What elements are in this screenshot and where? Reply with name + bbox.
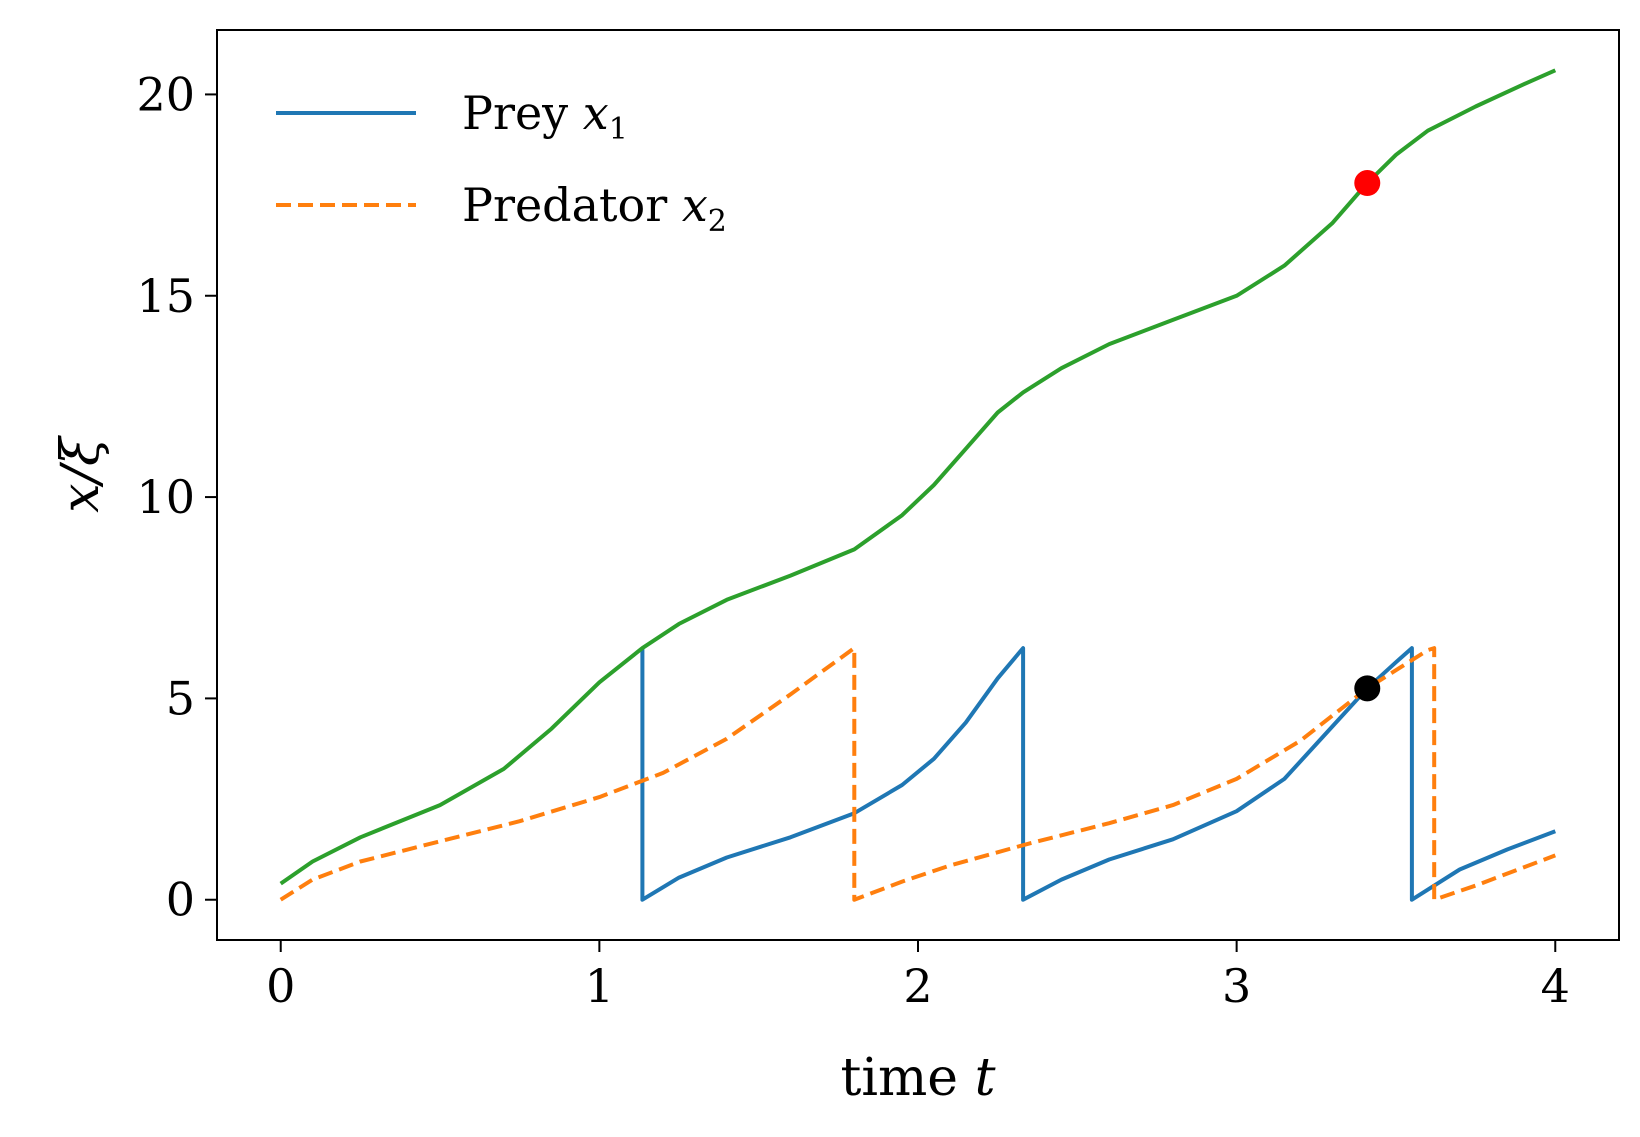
y-tick-label: 0 <box>166 873 195 927</box>
legend-label-predator-var: x <box>682 178 708 232</box>
x-tick-label: 2 <box>903 959 932 1013</box>
marker-point-2 <box>1354 675 1381 702</box>
y-tick-label: 15 <box>136 269 195 323</box>
x-axis-label: time t <box>840 1048 995 1108</box>
legend-label-prey-sub: 1 <box>609 112 628 147</box>
legend-label-predator-sub: 2 <box>708 204 727 239</box>
legend-label-prey-var: x <box>583 86 609 140</box>
x-axis-label-text: time <box>840 1048 974 1108</box>
x-tick-label: 0 <box>266 959 295 1013</box>
series-line-prey <box>640 646 1557 902</box>
legend-label-predator-name: Predator <box>462 178 667 232</box>
x-tick-label: 3 <box>1222 959 1251 1013</box>
x-tick-label: 1 <box>585 959 614 1013</box>
x-tick-label: 4 <box>1541 959 1570 1013</box>
marker-point-1 <box>1354 170 1381 197</box>
y-tick-label: 10 <box>136 470 195 524</box>
plot-area <box>279 68 1557 902</box>
legend-label-prey: Prey x1 <box>462 86 628 147</box>
y-axis-label: x/ξ <box>51 435 111 513</box>
y-axis: 0 5 10 15 20 <box>136 67 217 927</box>
legend: Prey x1 Predator x2 <box>276 86 727 239</box>
series-line-series-3 <box>279 68 1557 886</box>
legend-label-predator: Predator x2 <box>462 178 727 239</box>
series-line-predator <box>279 646 1557 902</box>
markers <box>1354 170 1381 702</box>
x-axis-label-var: t <box>975 1048 996 1108</box>
y-tick-label: 5 <box>166 671 195 725</box>
legend-label-prey-name: Prey <box>462 86 568 140</box>
x-axis: 0 1 2 3 4 <box>266 940 1570 1013</box>
y-tick-label: 20 <box>136 67 195 121</box>
